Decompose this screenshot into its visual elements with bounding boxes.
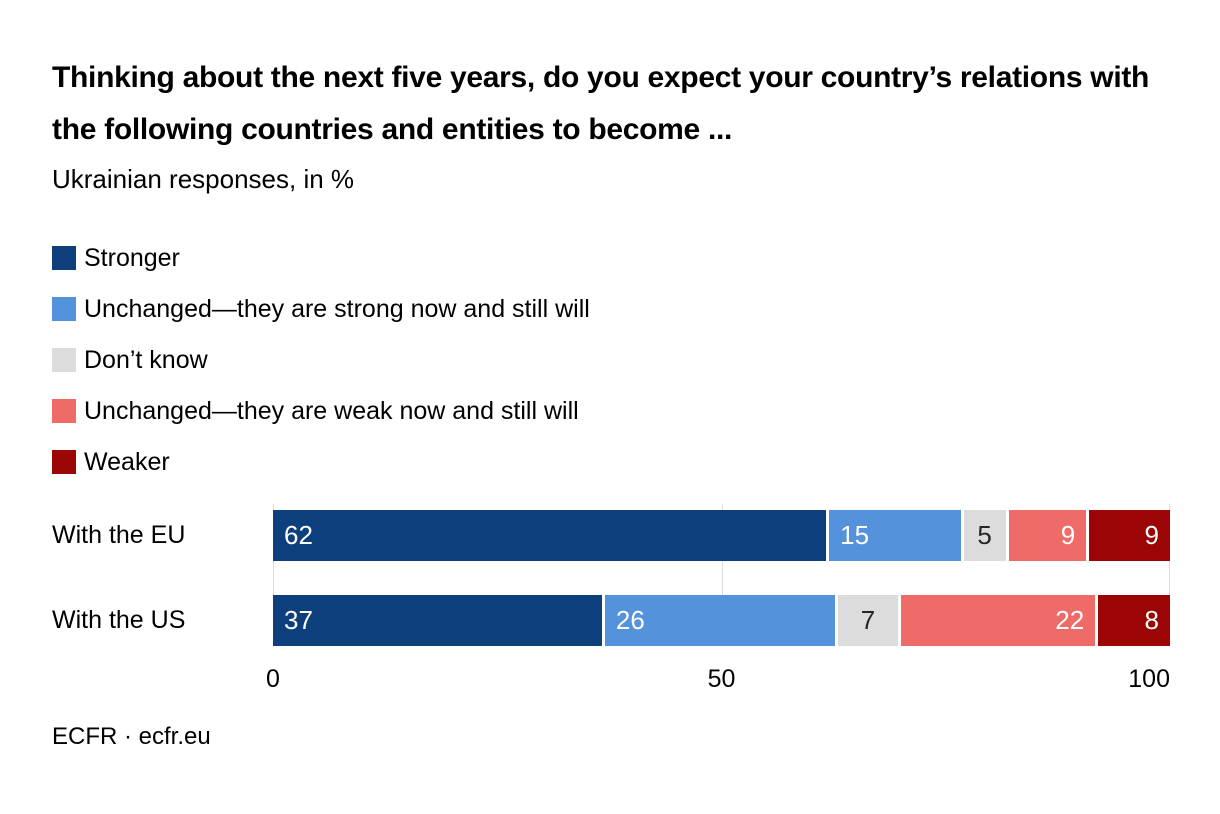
legend-label: Unchanged—they are strong now and still … xyxy=(84,294,590,323)
legend-item: Unchanged—they are weak now and still wi… xyxy=(52,396,1170,425)
bar-row: With the US 37 26 7 22 8 xyxy=(52,595,1170,646)
segment-value-label: 5 xyxy=(977,520,992,550)
legend-swatch xyxy=(52,246,76,270)
legend-label: Stronger xyxy=(84,243,180,272)
bar-segment: 9 xyxy=(1089,510,1170,561)
stacked-bar: 37 26 7 22 8 xyxy=(273,595,1170,646)
bar-segment: 7 xyxy=(838,595,901,646)
segment-value-label: 26 xyxy=(615,605,645,635)
bar-segment: 5 xyxy=(963,510,1009,561)
segment-value-label: 7 xyxy=(860,605,876,635)
legend-item: Stronger xyxy=(52,243,1170,272)
bar-segment: 15 xyxy=(829,510,964,561)
segment-value-label: 62 xyxy=(284,520,313,550)
segment-value-label: 37 xyxy=(284,605,313,635)
bar-segment: 62 xyxy=(273,510,830,561)
x-axis-tick-label: 0 xyxy=(266,665,280,693)
segment-value-label: 9 xyxy=(1060,520,1076,550)
chart-page: Thinking about the next five years, do y… xyxy=(52,61,1170,750)
gridlines xyxy=(273,504,1170,646)
chart-subtitle: Ukrainian responses, in % xyxy=(52,164,355,194)
legend-item: Unchanged—they are strong now and still … xyxy=(52,294,1170,323)
legend-swatch xyxy=(52,399,76,423)
segment-value-label: 8 xyxy=(1144,605,1159,635)
row-label: With the US xyxy=(52,606,186,634)
bar-segment: 8 xyxy=(1098,595,1170,646)
chart-title: Thinking about the next five years, do y… xyxy=(52,61,1150,146)
bar-segment: 26 xyxy=(604,595,839,646)
plot-area: With the EU 62 15 5 9 9 With the US 37 26 7 22 8 xyxy=(52,504,1170,646)
legend-item: Don’t know xyxy=(52,345,1170,374)
x-axis-tick-label: 50 xyxy=(707,665,736,693)
bar-row: With the EU 62 15 5 9 9 xyxy=(52,510,1170,561)
x-axis-tick-label: 100 xyxy=(1128,665,1170,693)
legend-label: Don’t know xyxy=(84,345,208,374)
source-attribution: ECFR · ecfr.eu xyxy=(52,723,211,750)
bar-segment: 22 xyxy=(900,595,1099,646)
bar-segment: 9 xyxy=(1008,510,1090,561)
legend: Stronger Unchanged—they are strong now an… xyxy=(52,243,1170,476)
gridline xyxy=(721,504,723,646)
x-axis: 0 50 100 xyxy=(266,662,1170,696)
legend-item: Weaker xyxy=(52,447,1170,476)
legend-label: Weaker xyxy=(84,447,170,476)
bar-segment: 37 xyxy=(273,595,605,646)
segment-value-label: 9 xyxy=(1144,520,1159,550)
gridline xyxy=(1169,504,1170,646)
legend-swatch xyxy=(52,450,76,474)
row-label: With the EU xyxy=(52,521,186,549)
legend-swatch xyxy=(52,297,76,321)
stacked-bar-chart: With the EU 62 15 5 9 9 With the US 37 26 7 22 8 0 5… xyxy=(52,504,1170,696)
segment-value-label: 15 xyxy=(840,520,870,550)
stacked-bar: 62 15 5 9 9 xyxy=(273,510,1170,561)
segment-value-label: 22 xyxy=(1055,605,1085,635)
legend-swatch xyxy=(52,348,76,372)
gridline xyxy=(273,504,274,646)
legend-label: Unchanged—they are weak now and still wi… xyxy=(84,396,579,425)
